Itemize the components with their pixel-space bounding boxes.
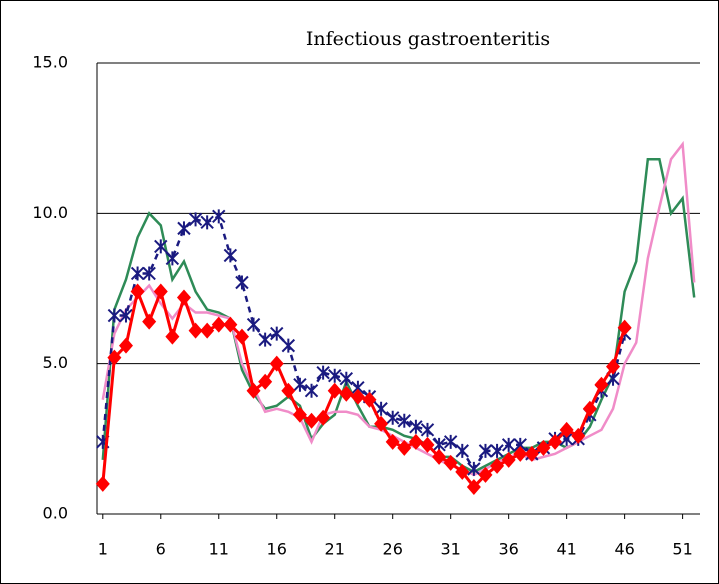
diamond-marker [513,445,528,462]
asterisk-marker [385,410,400,425]
diamond-marker [420,436,435,453]
x-tick-label: 46 [614,540,634,559]
diamond-marker [397,439,412,456]
diamond-marker [350,388,365,405]
diamond-marker [490,457,505,474]
diamond-marker [153,283,168,300]
diamond-marker [582,400,597,417]
diamond-marker [234,328,249,345]
asterisk-marker [188,212,203,227]
diamond-marker [269,355,284,372]
asterisk-marker [328,368,342,383]
asterisk-marker [455,443,469,458]
asterisk-marker [293,377,307,392]
x-tick-label: 36 [498,540,518,559]
x-tick-label: 11 [209,540,229,559]
diamond-marker [258,373,273,390]
asterisk-marker [397,413,412,428]
diamond-marker [246,382,261,399]
asterisk-marker [235,275,249,290]
asterisk-marker [490,443,504,458]
diamond-marker [478,466,493,483]
diamond-marker [200,322,215,339]
diamond-marker [223,316,238,333]
diamond-marker [188,322,203,339]
series-line [101,140,696,477]
x-tick-label: 21 [325,540,345,559]
diamond-marker [606,358,621,375]
x-tick-label: 41 [556,540,576,559]
asterisk-marker [200,215,214,230]
series-line [101,286,627,490]
series-line [101,157,696,474]
diamond-marker [455,463,470,480]
asterisk-marker [420,422,435,437]
asterisk-marker [223,248,238,263]
y-tick-label: 0.0 [43,504,68,523]
asterisk-marker [130,266,145,281]
diamond-marker [559,421,574,438]
asterisk-marker [119,308,133,323]
diamond-marker [165,328,180,345]
asterisk-marker [304,383,319,398]
diamond-marker [536,439,551,456]
asterisk-marker [107,308,122,323]
diamond-marker [142,313,157,330]
y-tick-label: 10.0 [32,203,68,222]
diamond-marker [118,337,133,354]
diamond-marker [432,448,447,465]
x-tick-label: 1 [98,540,108,559]
diamond-marker [107,349,122,366]
diamond-marker [327,382,342,399]
diamond-marker [95,475,110,492]
asterisk-marker [443,434,458,449]
x-tick-label: 16 [267,540,287,559]
asterisk-marker [165,251,180,266]
asterisk-marker [270,326,284,341]
diamond-marker [339,385,354,402]
diamond-marker [362,391,377,408]
diamond-marker [594,376,609,393]
x-tick-label: 31 [441,540,461,559]
diamond-marker [281,382,296,399]
diamond-marker [408,433,423,450]
x-tick-label: 26 [383,540,403,559]
asterisk-marker [478,443,493,458]
x-tick-label: 6 [156,540,166,559]
diamond-marker [316,409,331,426]
diamond-marker [617,319,632,336]
asterisk-marker [316,365,330,380]
asterisk-marker [339,371,354,386]
asterisk-marker [258,332,272,347]
diamond-marker [524,445,539,462]
asterisk-marker [409,419,423,434]
asterisk-marker [467,461,481,476]
diamond-marker [130,283,145,300]
diamond-marker [548,433,563,450]
diamond-marker [385,433,400,450]
diamond-marker [501,451,516,468]
diamond-marker [176,289,191,306]
asterisk-marker [501,437,516,452]
asterisk-marker [281,338,296,353]
asterisk-marker [154,239,168,254]
diamond-marker [304,412,319,429]
asterisk-marker [177,221,191,236]
diamond-marker [292,406,307,423]
diamond-marker [211,316,226,333]
y-tick-label: 5.0 [43,353,68,372]
asterisk-marker [246,317,261,332]
asterisk-marker [142,266,156,281]
chart-title: Infectious gastroenteritis [306,28,550,50]
diamond-marker [466,478,481,495]
diamond-marker [443,454,458,471]
diamond-marker [374,415,389,432]
x-tick-label: 51 [672,540,692,559]
y-tick-label: 15.0 [32,53,68,72]
diamond-marker [571,427,586,444]
asterisk-marker [212,209,226,224]
